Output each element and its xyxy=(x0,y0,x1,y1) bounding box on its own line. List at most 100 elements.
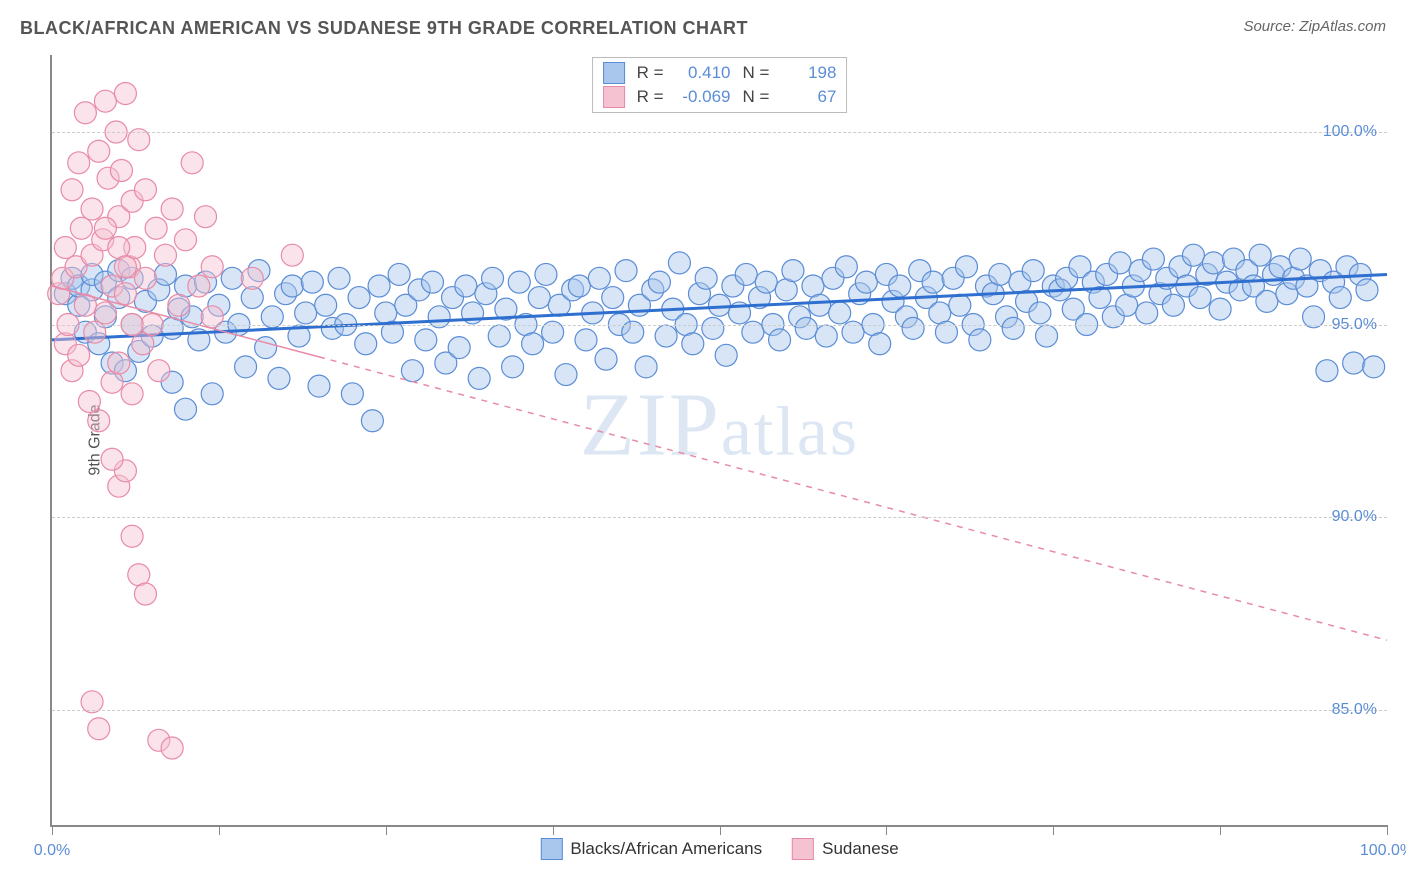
data-point-sudanese xyxy=(68,152,90,174)
data-point-sudanese xyxy=(88,410,110,432)
data-point-blacks xyxy=(1249,244,1271,266)
legend-label-blacks: Blacks/African Americans xyxy=(570,839,762,859)
data-point-sudanese xyxy=(181,152,203,174)
data-point-blacks xyxy=(555,364,577,386)
data-point-blacks xyxy=(1109,252,1131,274)
data-point-blacks xyxy=(415,329,437,351)
data-point-blacks xyxy=(568,275,590,297)
data-point-sudanese xyxy=(94,302,116,324)
data-point-blacks xyxy=(709,294,731,316)
x-tick xyxy=(886,825,887,835)
data-point-blacks xyxy=(809,294,831,316)
data-point-blacks xyxy=(348,287,370,309)
data-point-blacks xyxy=(655,325,677,347)
data-point-blacks xyxy=(1182,244,1204,266)
y-tick-label: 95.0% xyxy=(1332,316,1377,334)
data-point-blacks xyxy=(715,344,737,366)
x-tick xyxy=(52,825,53,835)
data-point-blacks xyxy=(455,275,477,297)
data-point-sudanese xyxy=(134,583,156,605)
data-point-sudanese xyxy=(281,244,303,266)
data-point-blacks xyxy=(648,271,670,293)
data-point-blacks xyxy=(482,267,504,289)
data-point-sudanese xyxy=(114,256,136,278)
data-point-blacks xyxy=(755,271,777,293)
data-point-blacks xyxy=(235,356,257,378)
data-point-sudanese xyxy=(78,391,100,413)
data-point-blacks xyxy=(595,348,617,370)
data-point-blacks xyxy=(902,317,924,339)
data-point-blacks xyxy=(368,275,390,297)
data-point-blacks xyxy=(682,333,704,355)
data-point-sudanese xyxy=(74,102,96,124)
data-point-blacks xyxy=(315,294,337,316)
data-point-sudanese xyxy=(114,283,136,305)
data-point-blacks xyxy=(522,333,544,355)
data-point-blacks xyxy=(328,267,350,289)
data-point-sudanese xyxy=(114,83,136,105)
legend-item-sudanese: Sudanese xyxy=(792,838,899,860)
y-tick-label: 90.0% xyxy=(1332,508,1377,526)
data-point-sudanese xyxy=(154,244,176,266)
data-point-blacks xyxy=(355,333,377,355)
data-point-blacks xyxy=(1142,248,1164,270)
data-point-blacks xyxy=(635,356,657,378)
x-tick-label: 0.0% xyxy=(34,842,70,860)
data-point-sudanese xyxy=(108,352,130,374)
data-point-sudanese xyxy=(195,206,217,228)
data-point-sudanese xyxy=(81,198,103,220)
x-tick xyxy=(1220,825,1221,835)
data-point-blacks xyxy=(815,325,837,347)
data-point-sudanese xyxy=(134,179,156,201)
data-point-blacks xyxy=(535,263,557,285)
data-point-blacks xyxy=(488,325,510,347)
data-point-sudanese xyxy=(54,237,76,259)
y-tick-label: 85.0% xyxy=(1332,701,1377,719)
trendline-sudanese-dash xyxy=(319,357,1387,640)
x-tick xyxy=(1053,825,1054,835)
x-tick xyxy=(386,825,387,835)
data-point-sudanese xyxy=(121,525,143,547)
data-point-sudanese xyxy=(94,217,116,239)
source-label: Source: ZipAtlas.com xyxy=(1243,18,1386,35)
data-point-sudanese xyxy=(145,217,167,239)
data-point-blacks xyxy=(735,263,757,285)
gridline-h xyxy=(52,517,1387,518)
data-point-sudanese xyxy=(175,229,197,251)
data-point-blacks xyxy=(1162,294,1184,316)
data-point-blacks xyxy=(769,329,791,351)
data-point-blacks xyxy=(301,271,323,293)
data-point-blacks xyxy=(175,398,197,420)
data-point-blacks xyxy=(221,267,243,289)
x-tick xyxy=(720,825,721,835)
data-point-blacks xyxy=(575,329,597,351)
data-point-blacks xyxy=(508,271,530,293)
data-point-sudanese xyxy=(110,160,132,182)
data-point-blacks xyxy=(668,252,690,274)
data-point-sudanese xyxy=(161,737,183,759)
data-point-sudanese xyxy=(168,294,190,316)
data-point-blacks xyxy=(889,275,911,297)
data-point-blacks xyxy=(588,267,610,289)
x-tick xyxy=(219,825,220,835)
x-tick xyxy=(553,825,554,835)
data-point-blacks xyxy=(1029,302,1051,324)
data-point-blacks xyxy=(922,271,944,293)
data-point-blacks xyxy=(528,287,550,309)
data-point-blacks xyxy=(1343,352,1365,374)
data-point-blacks xyxy=(201,383,223,405)
data-point-sudanese xyxy=(148,360,170,382)
data-point-blacks xyxy=(615,260,637,282)
data-point-blacks xyxy=(602,287,624,309)
legend-label-sudanese: Sudanese xyxy=(822,839,899,859)
data-point-blacks xyxy=(702,317,724,339)
plot-area: 9th Grade ZIPatlas R = 0.410 N = 198 R =… xyxy=(50,55,1387,827)
data-point-blacks xyxy=(949,294,971,316)
data-point-blacks xyxy=(1189,287,1211,309)
data-point-blacks xyxy=(341,383,363,405)
gridline-h xyxy=(52,132,1387,133)
data-point-sudanese xyxy=(61,179,83,201)
data-point-blacks xyxy=(1363,356,1385,378)
data-point-sudanese xyxy=(70,217,92,239)
gridline-h xyxy=(52,710,1387,711)
